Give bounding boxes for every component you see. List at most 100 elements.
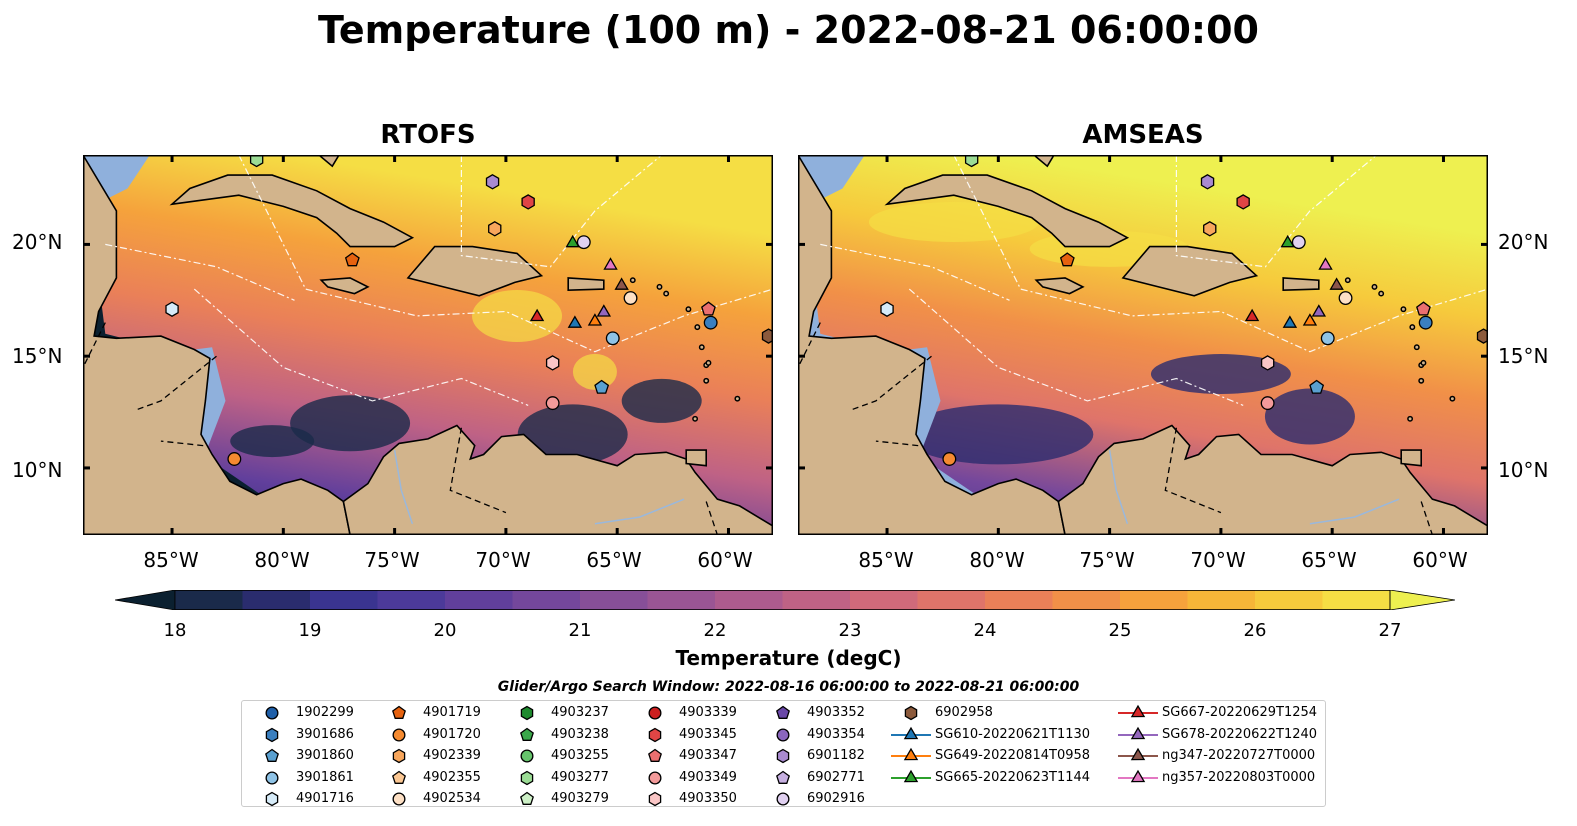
- legend-symbol[interactable]: [648, 706, 662, 720]
- legend-symbol[interactable]: [1130, 726, 1146, 739]
- map-panel-amseas[interactable]: [798, 155, 1488, 535]
- legend-symbol[interactable]: [265, 706, 279, 720]
- marker-4903345[interactable]: [521, 194, 535, 210]
- legend-symbol[interactable]: [520, 770, 534, 785]
- marker-6902916[interactable]: [1291, 235, 1306, 250]
- marker-3901860[interactable]: [1309, 379, 1325, 394]
- legend-marker: [265, 748, 279, 762]
- legend-symbol[interactable]: [265, 791, 279, 807]
- marker-4901720[interactable]: [942, 452, 957, 466]
- marker-6901182[interactable]: [485, 174, 500, 190]
- legend-symbol[interactable]: [392, 728, 406, 741]
- marker-4901720[interactable]: [227, 452, 242, 466]
- legend-marker: [776, 705, 790, 719]
- marker-4901716[interactable]: [165, 301, 179, 317]
- marker-4903347[interactable]: [701, 301, 716, 316]
- marker-SG610-20220621T1130[interactable]: [567, 315, 583, 328]
- marker-4903349[interactable]: [1260, 396, 1275, 411]
- colorbar-segment: [1187, 590, 1256, 610]
- marker-3901861[interactable]: [1320, 331, 1335, 346]
- marker-4903350[interactable]: [1260, 355, 1275, 371]
- legend-marker: [392, 728, 406, 741]
- marker-6902916[interactable]: [576, 235, 591, 250]
- cold-eddy: [517, 404, 628, 465]
- marker-ng347-20220727T0000[interactable]: [614, 277, 629, 290]
- legend-symbol[interactable]: [392, 748, 406, 764]
- legend-symbol[interactable]: [520, 749, 534, 763]
- island: [663, 290, 670, 297]
- marker-4901716[interactable]: [880, 301, 894, 317]
- legend-symbol[interactable]: [648, 727, 662, 742]
- marker-SG678-20220622T1240[interactable]: [596, 304, 612, 317]
- legend-symbol[interactable]: [648, 748, 662, 762]
- legend-symbol[interactable]: [903, 726, 919, 739]
- colorbar-extend-min: [115, 590, 176, 610]
- marker-4903349[interactable]: [545, 396, 560, 411]
- marker-3901860[interactable]: [594, 379, 610, 394]
- marker-SG665-20220623T1144[interactable]: [1280, 234, 1295, 248]
- marker-1902299[interactable]: [1418, 315, 1433, 330]
- marker-SG678-20220622T1240[interactable]: [1311, 304, 1327, 317]
- legend-symbol[interactable]: [904, 705, 918, 721]
- legend-symbol[interactable]: [520, 705, 534, 721]
- island: [656, 283, 663, 290]
- marker-SG667-20220629T1254[interactable]: [1244, 308, 1260, 322]
- legend-symbol[interactable]: [520, 727, 534, 741]
- marker-4902534[interactable]: [1338, 291, 1353, 306]
- legend-symbol[interactable]: [520, 791, 534, 805]
- marker-SG610-20220621T1130[interactable]: [1282, 315, 1298, 328]
- legend-symbol[interactable]: [392, 770, 406, 784]
- marker-6902958[interactable]: [761, 328, 774, 344]
- marker-4903350[interactable]: [545, 355, 560, 371]
- legend-symbol[interactable]: [648, 791, 662, 807]
- legend-symbol[interactable]: [265, 748, 279, 762]
- marker-4903347[interactable]: [1416, 301, 1431, 316]
- colorbar-segment: [1052, 590, 1121, 610]
- marker-1902299[interactable]: [703, 315, 718, 330]
- legend-symbol[interactable]: [776, 748, 790, 764]
- marker-4902339[interactable]: [1203, 221, 1217, 237]
- lat-label-right: 20°N: [1498, 230, 1549, 254]
- legend-symbol[interactable]: [392, 792, 406, 806]
- cold-eddy: [621, 378, 702, 423]
- marker-4901719[interactable]: [1059, 252, 1075, 267]
- marker-ng357-20220803T0000[interactable]: [603, 257, 618, 270]
- legend-symbol[interactable]: [776, 792, 790, 806]
- marker-6902958[interactable]: [1476, 328, 1489, 344]
- marker-SG649-20220814T0958[interactable]: [587, 313, 603, 326]
- marker-ng347-20220727T0000[interactable]: [1329, 277, 1344, 290]
- marker-4903277[interactable]: [964, 155, 979, 168]
- marker-SG649-20220814T0958[interactable]: [1302, 313, 1318, 326]
- marker-SG667-20220629T1254[interactable]: [529, 308, 545, 322]
- map-panel-rtofs[interactable]: [83, 155, 773, 535]
- marker-4902339[interactable]: [488, 221, 502, 237]
- marker-SG665-20220623T1144[interactable]: [565, 234, 580, 248]
- legend-symbol[interactable]: [776, 728, 790, 741]
- colorbar-tick-label: 24: [973, 620, 997, 641]
- marker-4902534[interactable]: [623, 291, 638, 306]
- panel-title-rtofs: RTOFS: [380, 120, 476, 150]
- marker-ng357-20220803T0000[interactable]: [1318, 257, 1333, 270]
- legend-symbol[interactable]: [392, 705, 406, 719]
- legend-symbol[interactable]: [1130, 769, 1146, 782]
- legend-symbol[interactable]: [903, 747, 919, 761]
- marker-4901719[interactable]: [344, 252, 360, 267]
- land-hispaniola: [406, 245, 544, 297]
- marker-4903345[interactable]: [1236, 194, 1250, 210]
- legend-label: 4903352: [807, 705, 865, 720]
- legend-symbol[interactable]: [903, 769, 919, 782]
- legend-symbol[interactable]: [776, 705, 790, 719]
- national-border: [1420, 501, 1434, 535]
- legend-symbol[interactable]: [265, 771, 279, 784]
- legend-symbol[interactable]: [1130, 704, 1146, 718]
- legend-symbol[interactable]: [776, 770, 790, 784]
- legend-marker: [392, 770, 406, 784]
- legend-symbol[interactable]: [648, 771, 662, 784]
- legend-symbol[interactable]: [265, 727, 279, 742]
- legend-symbol[interactable]: [1130, 747, 1146, 761]
- legend-marker: [776, 728, 790, 741]
- land-jamaica: [1034, 277, 1085, 295]
- marker-3901861[interactable]: [605, 331, 620, 346]
- marker-4903277[interactable]: [249, 155, 264, 168]
- marker-6901182[interactable]: [1200, 174, 1215, 190]
